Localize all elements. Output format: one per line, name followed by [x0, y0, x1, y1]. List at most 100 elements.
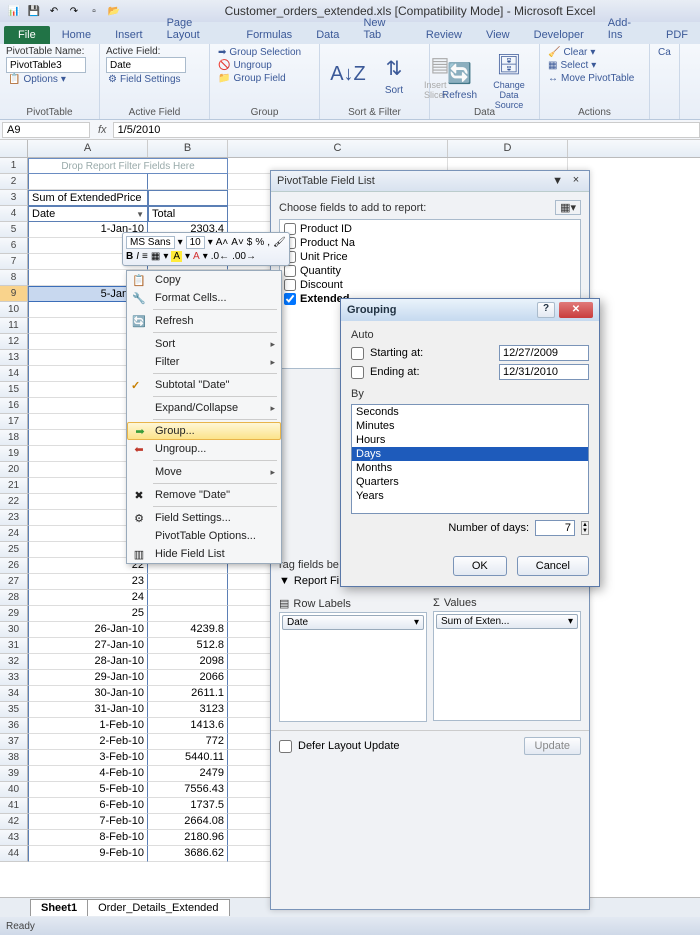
by-option[interactable]: Minutes: [352, 419, 588, 433]
cell[interactable]: [148, 590, 228, 606]
row-header[interactable]: 26: [0, 558, 28, 574]
cell[interactable]: 9-Feb-10: [28, 846, 148, 862]
cell[interactable]: 4-Feb-10: [28, 766, 148, 782]
tab-review[interactable]: Review: [414, 26, 474, 44]
ctx-pt-options[interactable]: PivotTable Options...: [127, 527, 281, 545]
cell[interactable]: 3123: [148, 702, 228, 718]
row-header[interactable]: 28: [0, 590, 28, 606]
close-icon[interactable]: ✕: [559, 302, 593, 318]
row-header[interactable]: 6: [0, 238, 28, 254]
cell[interactable]: 5-Feb-10: [28, 782, 148, 798]
cell-total-header[interactable]: Total: [148, 206, 228, 222]
cell[interactable]: 2664.08: [148, 814, 228, 830]
field-checkbox[interactable]: [284, 293, 296, 305]
cell[interactable]: 27-Jan-10: [28, 638, 148, 654]
cell[interactable]: 29-Jan-10: [28, 670, 148, 686]
shrink-font-icon[interactable]: A˅: [231, 237, 244, 248]
cancel-button[interactable]: Cancel: [517, 556, 589, 576]
field-item[interactable]: Unit Price: [282, 250, 578, 264]
decrease-decimal-icon[interactable]: .0←: [211, 251, 229, 262]
ctx-move[interactable]: Move▸: [127, 463, 281, 481]
row-header[interactable]: 2: [0, 174, 28, 190]
defer-checkbox[interactable]: [279, 740, 292, 753]
ctx-expand[interactable]: Expand/Collapse▸: [127, 399, 281, 417]
new-icon[interactable]: ▫: [86, 3, 102, 19]
starting-checkbox[interactable]: [351, 347, 364, 360]
layout-options-button[interactable]: ▦▾: [555, 200, 581, 215]
cell[interactable]: [148, 190, 228, 206]
tab-view[interactable]: View: [474, 26, 522, 44]
refresh-button[interactable]: 🔄Refresh: [436, 56, 483, 103]
borders-icon[interactable]: ▦: [151, 251, 160, 262]
cell[interactable]: 7-Feb-10: [28, 814, 148, 830]
col-header-b[interactable]: B: [148, 140, 228, 157]
ctx-ungroup[interactable]: ⬅Ungroup...: [127, 440, 281, 458]
move-pt-button[interactable]: ↔ Move PivotTable: [546, 72, 643, 85]
sheet-tab-1[interactable]: Sheet1: [30, 899, 88, 916]
cell[interactable]: 2180.96: [148, 830, 228, 846]
field-item[interactable]: Product Na: [282, 236, 578, 250]
tab-new-tab[interactable]: New Tab: [351, 14, 413, 44]
row-header[interactable]: 24: [0, 526, 28, 542]
field-item[interactable]: Discount: [282, 278, 578, 292]
cell[interactable]: 1413.6: [148, 718, 228, 734]
row-header[interactable]: 41: [0, 798, 28, 814]
by-option[interactable]: Months: [352, 461, 588, 475]
cell[interactable]: [148, 174, 228, 190]
cell[interactable]: 23: [28, 574, 148, 590]
pt-name-input[interactable]: [6, 57, 86, 73]
row-header[interactable]: 18: [0, 430, 28, 446]
select-button[interactable]: ▦ Select ▾: [546, 59, 643, 72]
tab-pdf[interactable]: PDF: [654, 26, 700, 44]
open-icon[interactable]: 📂: [106, 3, 122, 19]
field-checkbox[interactable]: [284, 279, 296, 291]
row-header[interactable]: 35: [0, 702, 28, 718]
ctx-group[interactable]: ➡Group...: [127, 422, 281, 440]
cell[interactable]: 772: [148, 734, 228, 750]
row-header[interactable]: 14: [0, 366, 28, 382]
currency-icon[interactable]: $: [247, 237, 253, 248]
row-header[interactable]: 21: [0, 478, 28, 494]
ctx-copy[interactable]: 📋Copy: [127, 271, 281, 289]
help-icon[interactable]: ?: [537, 302, 555, 318]
by-option[interactable]: Years: [352, 489, 588, 503]
cell[interactable]: 2479: [148, 766, 228, 782]
grouping-title-bar[interactable]: Grouping ? ✕: [341, 299, 599, 321]
row-header[interactable]: 32: [0, 654, 28, 670]
row-header[interactable]: 44: [0, 846, 28, 862]
by-list[interactable]: SecondsMinutesHoursDaysMonthsQuartersYea…: [351, 404, 589, 514]
mini-font[interactable]: MS Sans: [126, 236, 175, 249]
cell[interactable]: 31-Jan-10: [28, 702, 148, 718]
ctx-subtotal[interactable]: ✓Subtotal "Date": [127, 376, 281, 394]
by-option[interactable]: Quarters: [352, 475, 588, 489]
ctx-field-settings[interactable]: ⚙Field Settings...: [127, 509, 281, 527]
row-header[interactable]: 17: [0, 414, 28, 430]
ending-input[interactable]: [499, 364, 589, 380]
row-header[interactable]: 7: [0, 254, 28, 270]
by-option[interactable]: Days: [352, 447, 588, 461]
cell[interactable]: 1-Feb-10: [28, 718, 148, 734]
row-item-date[interactable]: Date▾: [282, 615, 424, 630]
row-header[interactable]: 25: [0, 542, 28, 558]
group-field-button[interactable]: 📁 Group Field: [216, 72, 313, 85]
row-header[interactable]: 27: [0, 574, 28, 590]
cell[interactable]: [148, 574, 228, 590]
row-header[interactable]: 33: [0, 670, 28, 686]
row-header[interactable]: 29: [0, 606, 28, 622]
clear-button[interactable]: 🧹 Clear ▾: [546, 46, 643, 59]
value-item[interactable]: Sum of Exten...▾: [436, 614, 578, 629]
values-area[interactable]: Sum of Exten...▾: [433, 611, 581, 721]
cell[interactable]: 25: [28, 606, 148, 622]
field-list-title-bar[interactable]: PivotTable Field List ▼ ×: [271, 171, 589, 192]
cell-sum-label[interactable]: Sum of ExtendedPrice: [28, 190, 148, 206]
tab-insert[interactable]: Insert: [103, 26, 155, 44]
mini-toolbar[interactable]: MS Sans ▾ 10 ▾ A˄ A˅ $ % , 🖌 B I ≡ ▦▾ A▾…: [122, 232, 290, 266]
cell[interactable]: 28-Jan-10: [28, 654, 148, 670]
sort-az-button[interactable]: A↓Z: [326, 56, 370, 92]
cell[interactable]: 2-Feb-10: [28, 734, 148, 750]
dropdown-icon[interactable]: ▼: [136, 207, 144, 222]
row-header[interactable]: 8: [0, 270, 28, 286]
align-icon[interactable]: ≡: [142, 251, 148, 262]
num-days-input[interactable]: [535, 520, 575, 536]
row-header[interactable]: 37: [0, 734, 28, 750]
